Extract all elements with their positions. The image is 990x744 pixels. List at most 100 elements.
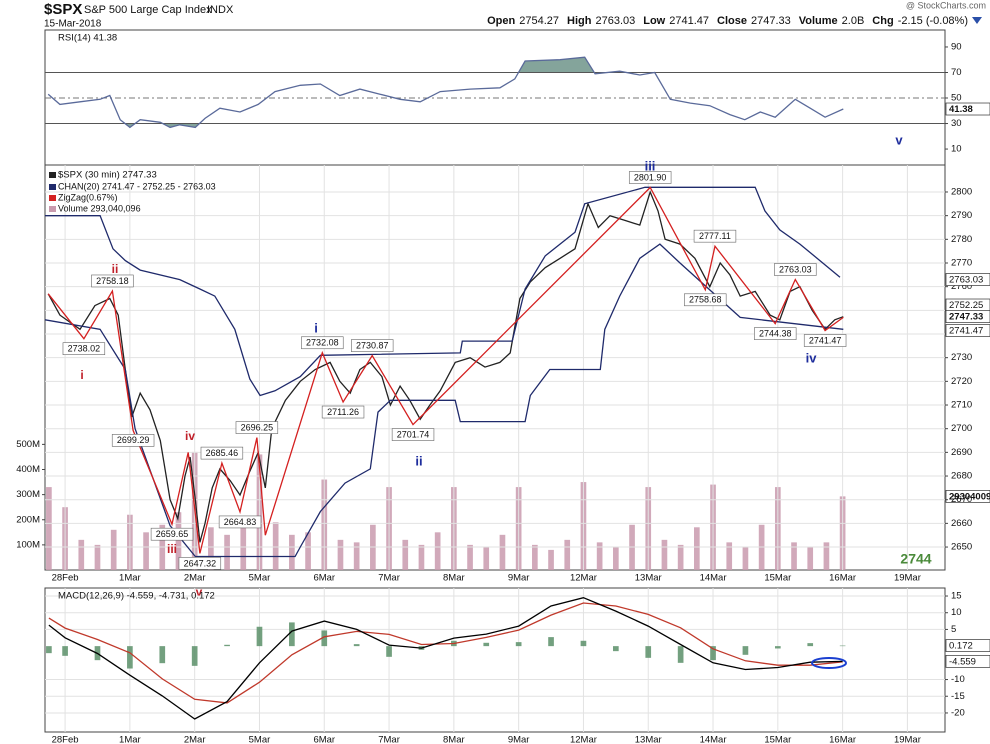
series-line	[47, 186, 844, 554]
value-tag	[945, 102, 990, 116]
quote-label: Low	[643, 15, 665, 27]
x-tick-label: 9Mar	[508, 735, 530, 744]
bar	[613, 646, 619, 652]
price-label-box	[235, 421, 279, 434]
bar	[564, 539, 571, 570]
bar	[532, 544, 538, 570]
bar	[127, 646, 133, 669]
bar	[645, 646, 652, 658]
bar	[289, 534, 295, 570]
x-tick-label: 9Mar	[508, 573, 530, 584]
bar	[78, 539, 85, 570]
x-tick-label: 14Mar	[700, 735, 727, 744]
y-tick-label: 10	[951, 607, 962, 618]
bar	[434, 532, 441, 570]
y-tick-label: 10	[951, 144, 962, 155]
price-label-box	[321, 405, 365, 419]
y-tick-label: -10	[951, 674, 965, 685]
bar	[256, 626, 263, 647]
highlight-ellipse	[811, 657, 847, 669]
wave-label: iv	[185, 429, 195, 443]
bar	[661, 539, 668, 570]
series-line	[48, 597, 843, 720]
bar	[418, 544, 425, 570]
price-label-box	[178, 557, 222, 570]
legend-entry: Volume 293,040,096	[58, 203, 141, 213]
y-tick-label: 15	[951, 591, 962, 602]
y-tick-label: 2700	[951, 423, 972, 434]
x-tick-label: 5Mar	[249, 735, 271, 744]
price-label-box	[754, 327, 797, 340]
value-tag	[945, 324, 990, 337]
bar	[321, 630, 328, 647]
value-tag-label: 2752.25	[949, 300, 983, 311]
price-panel	[44, 164, 946, 571]
y-tick-label: 90	[951, 41, 962, 52]
panel-layer	[45, 186, 841, 397]
series-line	[47, 56, 844, 129]
wave-label: iii	[167, 542, 177, 556]
series-line	[45, 186, 841, 397]
value-tag-label: 2747.33	[949, 312, 983, 323]
x-tick-label: 5Mar	[249, 573, 271, 584]
index-name: S&P 500 Large Cap Index	[84, 4, 212, 16]
x-tick-label: 28Feb	[52, 573, 79, 584]
value-tag	[945, 273, 990, 286]
legend-entry: ZigZag(0.67%)	[58, 192, 118, 202]
x-tick-label: 13Mar	[635, 735, 662, 744]
wave-label: iv	[806, 350, 818, 365]
price-label-box	[150, 527, 194, 541]
x-tick-label: 13Mar	[635, 573, 662, 584]
price-label: 2763.03	[779, 264, 812, 274]
quote-value: 2741.47	[669, 15, 709, 27]
x-tick-label: 15Mar	[764, 573, 791, 584]
y-tick-label: 300M	[16, 489, 40, 500]
plot-layer: 100M 200M 300M 400M 500M 293040096 10 30 50 70 90 4…	[16, 33, 990, 744]
bar	[726, 542, 733, 570]
y-tick-label: 2680	[951, 471, 972, 482]
x-tick-label: 16Mar	[829, 573, 856, 584]
quote-value: 2.0B	[842, 15, 865, 27]
price-label: 2696.25	[241, 422, 274, 432]
value-tag	[945, 490, 990, 503]
value-tag	[945, 655, 990, 668]
x-tick-label: 2Mar	[184, 573, 206, 584]
quote-value: 2754.27	[519, 15, 559, 27]
y-tick-label: 2690	[951, 447, 972, 458]
price-label: 2664.83	[224, 517, 257, 527]
legend-swatch	[49, 206, 56, 212]
price-label: 2701.74	[397, 429, 430, 439]
y-tick-label: -15	[951, 691, 965, 702]
bar	[483, 547, 490, 570]
bar	[402, 539, 409, 570]
bar	[224, 534, 230, 570]
bar	[353, 644, 360, 647]
y-tick-label: 2650	[951, 542, 972, 553]
wave-label: i	[80, 368, 83, 382]
bar	[677, 646, 684, 663]
x-tick-label: 7Mar	[378, 573, 400, 584]
quote: Open 2754.27 High 2763.03 Low 2741.47 Close 274…	[487, 15, 968, 27]
bar	[353, 542, 360, 570]
panel-title: RSI(14) 41.38	[58, 33, 117, 44]
price-label-box	[693, 229, 737, 243]
y-tick-label: 2670	[951, 494, 972, 505]
bar	[94, 544, 101, 570]
panel-layer	[45, 56, 945, 129]
bar	[580, 640, 587, 647]
bar	[548, 637, 554, 647]
y-tick-label: 2760	[951, 281, 972, 292]
value-tag-label: 293040096	[949, 491, 990, 502]
y-tick-label: 70	[951, 67, 962, 78]
legend-entry: CHAN(20) 2741.47 - 2752.25 - 2763.03	[58, 181, 216, 191]
bar	[289, 622, 295, 647]
y-tick-label: 2790	[951, 210, 972, 221]
bar	[483, 642, 490, 647]
bar	[807, 547, 814, 570]
legend-swatch	[49, 184, 56, 190]
bar	[208, 527, 214, 570]
price-label: 2801.90	[634, 172, 667, 182]
price-label: 2732.08	[306, 338, 339, 348]
